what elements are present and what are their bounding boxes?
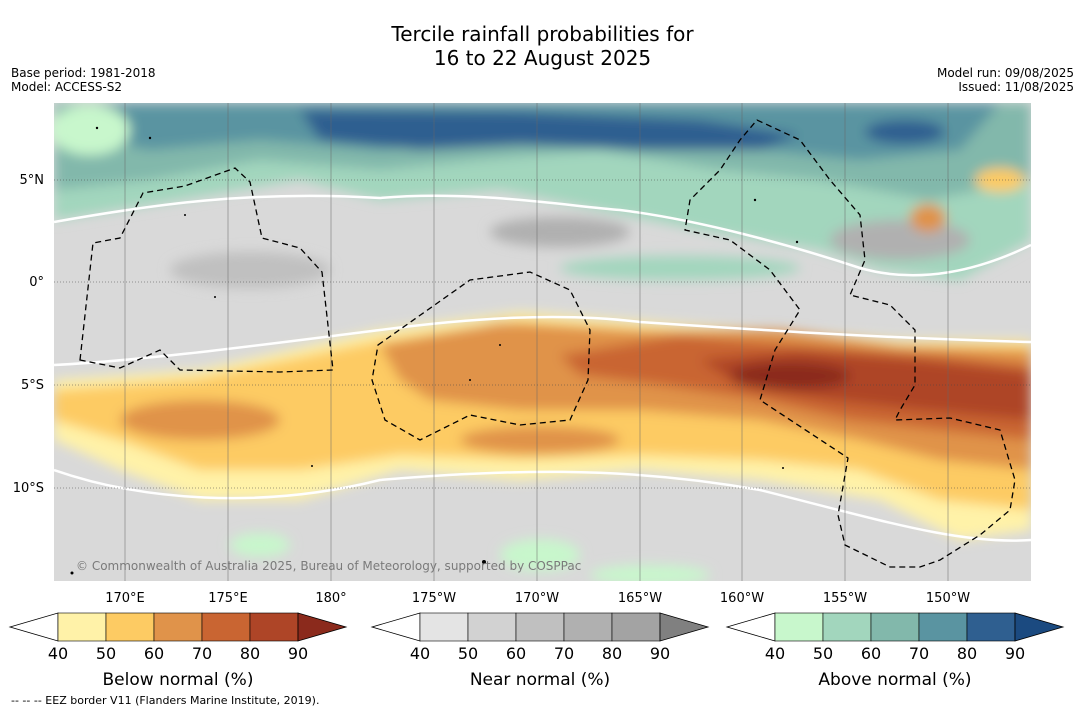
- map-copyright: © Commonwealth of Australia 2025, Bureau…: [76, 559, 581, 573]
- colorbar-segment: [515, 612, 565, 642]
- colorbar-upper-extend: [659, 612, 710, 642]
- colorbar-segment: [57, 612, 107, 642]
- colorbar-tick-label: 80: [957, 644, 977, 663]
- issued-date: Issued: 11/08/2025: [958, 80, 1074, 94]
- colorbar-segment: [966, 612, 1016, 642]
- colorbar-title: Above normal (%): [818, 670, 971, 690]
- colorbar-segment: [467, 612, 517, 642]
- lon-label-175e: 175°E: [208, 591, 248, 606]
- lat-label-5s: 5°S: [21, 378, 44, 393]
- colorbar-segment: [870, 612, 920, 642]
- colorbar-segment: [822, 612, 872, 642]
- colorbar-tick-label: 70: [909, 644, 929, 663]
- colorbar-3: 40 50 60 70 80 90 Above normal (%): [725, 612, 1065, 690]
- colorbar-tick-label: 40: [410, 644, 430, 663]
- title-line-1: Tercile rainfall probabilities for: [391, 22, 694, 46]
- lon-label-160w: 160°W: [720, 591, 764, 606]
- eez-footnote: -- -- -- EEZ border V11 (Flanders Marine…: [11, 694, 320, 707]
- colorbar-tick-label: 80: [602, 644, 622, 663]
- colorbar-segment: [563, 612, 613, 642]
- colorbar-segment: [153, 612, 203, 642]
- colorbar-upper-extend: [1014, 612, 1065, 642]
- colorbar-segment: [918, 612, 968, 642]
- colorbar-upper-extend: [297, 612, 348, 642]
- colorbar-tick-label: 80: [240, 644, 260, 663]
- colorbar-1: 40 50 60 70 80 90 Below normal (%): [8, 612, 348, 690]
- colorbar-tick-label: 90: [288, 644, 308, 663]
- colorbar-segment: [201, 612, 251, 642]
- lon-label-175w: 175°W: [412, 591, 456, 606]
- colorbar-segment: [611, 612, 661, 642]
- colorbar-tick-label: 70: [554, 644, 574, 663]
- colorbar-tick-label: 50: [96, 644, 116, 663]
- colorbars: 40 50 60 70 80 90 Below normal (%) 40 50 60 70 80 90…: [8, 612, 1065, 690]
- lat-label-0: 0°: [29, 275, 44, 290]
- colorbar-tick-label: 90: [1005, 644, 1025, 663]
- lat-label-10s: 10°S: [13, 481, 44, 496]
- title-line-2: 16 to 22 August 2025: [433, 46, 652, 70]
- lon-label-165w: 165°W: [618, 591, 662, 606]
- colorbar-tick-label: 60: [861, 644, 881, 663]
- probability-field: [54, 103, 1031, 581]
- colorbar-lower-extend: [725, 612, 776, 642]
- colorbar-segment: [774, 612, 824, 642]
- colorbar-title: Below normal (%): [103, 670, 254, 690]
- colorbar-tick-label: 40: [48, 644, 68, 663]
- lon-label-150w: 150°W: [926, 591, 970, 606]
- colorbar-tick-label: 50: [458, 644, 478, 663]
- colorbar-tick-label: 50: [813, 644, 833, 663]
- lat-label-5n: 5°N: [20, 173, 45, 188]
- islands: [70, 126, 799, 575]
- graticule: [54, 179, 1031, 489]
- lon-label-180: 180°: [315, 591, 346, 606]
- model-run: Model run: 09/08/2025: [936, 66, 1074, 80]
- lon-label-170w: 170°W: [515, 591, 559, 606]
- colorbar-tick-label: 90: [650, 644, 670, 663]
- lon-label-155w: 155°W: [823, 591, 867, 606]
- colorbar-2: 40 50 60 70 80 90 Near normal (%): [370, 612, 710, 690]
- base-period: Base period: 1981-2018: [11, 66, 156, 80]
- map-title: Tercile rainfall probabilities for 16 to…: [0, 22, 1085, 70]
- meta-right: Model run: 09/08/2025 Issued: 11/08/2025: [937, 66, 1074, 94]
- eez-borders: [79, 119, 1016, 568]
- colorbar-segment: [419, 612, 469, 642]
- colorbar-lower-extend: [370, 612, 421, 642]
- meta-left: Base period: 1981-2018 Model: ACCESS-S2: [11, 66, 156, 94]
- colorbar-segment: [105, 612, 155, 642]
- colorbar-tick-label: 70: [192, 644, 212, 663]
- colorbar-lower-extend: [8, 612, 59, 642]
- colorbar-tick-label: 60: [506, 644, 526, 663]
- colorbar-segment: [249, 612, 299, 642]
- model-name: Model: ACCESS-S2: [11, 80, 123, 94]
- colorbar-tick-label: 40: [765, 644, 785, 663]
- lon-label-170e: 170°E: [105, 591, 145, 606]
- colorbar-tick-label: 60: [144, 644, 164, 663]
- colorbar-title: Near normal (%): [470, 670, 610, 690]
